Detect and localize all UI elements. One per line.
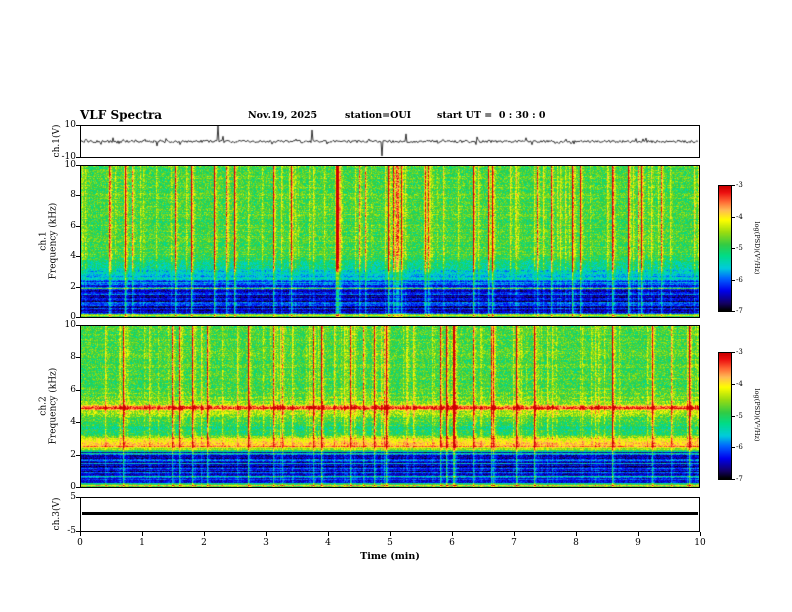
y-tick-mark bbox=[76, 497, 80, 498]
y-tick-label: 10 bbox=[64, 160, 76, 170]
colorbar-tick-mark bbox=[732, 479, 735, 480]
y-tick-label: 2 bbox=[70, 450, 76, 460]
y-tick-mark bbox=[76, 157, 80, 158]
header-start-ut: start UT = 0 : 30 : 0 bbox=[437, 110, 546, 121]
colorbar-2-label: log(PSD)(V²/Hz) bbox=[753, 388, 761, 442]
header-date: Nov.19, 2025 bbox=[248, 110, 318, 121]
x-tick-mark bbox=[390, 532, 391, 536]
y-tick-label: 2 bbox=[70, 282, 76, 292]
y-tick-mark bbox=[76, 455, 80, 456]
y-tick-label: -10 bbox=[61, 152, 77, 162]
ch2-spectrogram-panel bbox=[80, 325, 700, 488]
x-tick-mark bbox=[452, 532, 453, 536]
ch1-spectrogram-canvas bbox=[81, 166, 699, 317]
y-tick-mark bbox=[76, 125, 80, 126]
ch1-voltage-panel bbox=[80, 125, 700, 158]
x-tick-label: 7 bbox=[511, 538, 517, 548]
y-tick-label: -5 bbox=[67, 526, 76, 536]
y-tick-mark bbox=[76, 422, 80, 423]
x-tick-label: 2 bbox=[201, 538, 207, 548]
x-tick-mark bbox=[80, 532, 81, 536]
page-title: VLF Spectra bbox=[80, 108, 163, 122]
header-station: station=OUI bbox=[345, 110, 412, 121]
y-tick-label: 10 bbox=[64, 120, 76, 130]
y-tick-label: 10 bbox=[64, 320, 76, 330]
y-tick-mark bbox=[76, 531, 80, 532]
y-tick-mark bbox=[76, 317, 80, 318]
y-tick-mark bbox=[76, 165, 80, 166]
colorbar-2-canvas bbox=[719, 353, 731, 479]
colorbar-tick-label: -4 bbox=[736, 380, 743, 388]
colorbar-tick-mark bbox=[732, 248, 735, 249]
colorbar-1 bbox=[718, 185, 732, 312]
y-tick-label: 8 bbox=[70, 352, 76, 362]
colorbar-1-canvas bbox=[719, 186, 731, 311]
colorbar-tick-label: -7 bbox=[736, 475, 743, 483]
colorbar-tick-label: -3 bbox=[736, 348, 743, 356]
y-tick-label: 6 bbox=[70, 385, 76, 395]
ch3-flatline bbox=[82, 512, 698, 515]
y-tick-mark bbox=[76, 390, 80, 391]
colorbar-tick-label: -3 bbox=[736, 181, 743, 189]
x-tick-label: 4 bbox=[325, 538, 331, 548]
colorbar-tick-mark bbox=[732, 384, 735, 385]
y-tick-label: 8 bbox=[70, 190, 76, 200]
y-tick-mark bbox=[76, 357, 80, 358]
colorbar-tick-mark bbox=[732, 217, 735, 218]
y-tick-label: 4 bbox=[70, 417, 76, 427]
colorbar-1-label: log(PSD)(V²/Hz) bbox=[753, 221, 761, 275]
y-tick-mark bbox=[76, 256, 80, 257]
x-tick-label: 9 bbox=[635, 538, 641, 548]
ch2-spectrogram-canvas bbox=[81, 326, 699, 487]
y-tick-mark bbox=[76, 195, 80, 196]
x-tick-label: 5 bbox=[387, 538, 393, 548]
colorbar-tick-label: -5 bbox=[736, 412, 743, 420]
colorbar-tick-mark bbox=[732, 311, 735, 312]
colorbar-tick-mark bbox=[732, 185, 735, 186]
colorbar-tick-label: -6 bbox=[736, 276, 743, 284]
y-tick-label: 5 bbox=[70, 492, 76, 502]
y-tick-mark bbox=[76, 226, 80, 227]
ch3-voltage-panel bbox=[80, 497, 700, 532]
x-tick-label: 3 bbox=[263, 538, 269, 548]
colorbar-tick-label: -7 bbox=[736, 307, 743, 315]
ch1-spectrogram-panel bbox=[80, 165, 700, 318]
x-tick-label: 6 bbox=[449, 538, 455, 548]
colorbar-tick-label: -6 bbox=[736, 443, 743, 451]
x-tick-mark bbox=[266, 532, 267, 536]
x-tick-label: 0 bbox=[77, 538, 83, 548]
colorbar-2 bbox=[718, 352, 732, 480]
x-tick-label: 10 bbox=[694, 538, 706, 548]
colorbar-tick-mark bbox=[732, 352, 735, 353]
colorbar-tick-mark bbox=[732, 280, 735, 281]
y-tick-label: 0 bbox=[70, 482, 76, 492]
x-tick-label: 8 bbox=[573, 538, 579, 548]
x-tick-mark bbox=[638, 532, 639, 536]
y-tick-label: 6 bbox=[70, 221, 76, 231]
x-tick-mark bbox=[514, 532, 515, 536]
y-tick-label: 0 bbox=[70, 312, 76, 322]
x-tick-mark bbox=[204, 532, 205, 536]
colorbar-tick-mark bbox=[732, 416, 735, 417]
y-tick-mark bbox=[76, 487, 80, 488]
y-tick-mark bbox=[76, 325, 80, 326]
y-tick-label: 4 bbox=[70, 251, 76, 261]
x-tick-mark bbox=[576, 532, 577, 536]
colorbar-tick-label: -4 bbox=[736, 213, 743, 221]
x-axis-label: Time (min) bbox=[360, 551, 420, 562]
ch1-waveform-canvas bbox=[81, 126, 699, 157]
colorbar-tick-mark bbox=[732, 447, 735, 448]
y-tick-mark bbox=[76, 287, 80, 288]
x-tick-mark bbox=[328, 532, 329, 536]
x-tick-mark bbox=[142, 532, 143, 536]
x-tick-mark bbox=[700, 532, 701, 536]
colorbar-tick-label: -5 bbox=[736, 244, 743, 252]
x-tick-label: 1 bbox=[139, 538, 145, 548]
